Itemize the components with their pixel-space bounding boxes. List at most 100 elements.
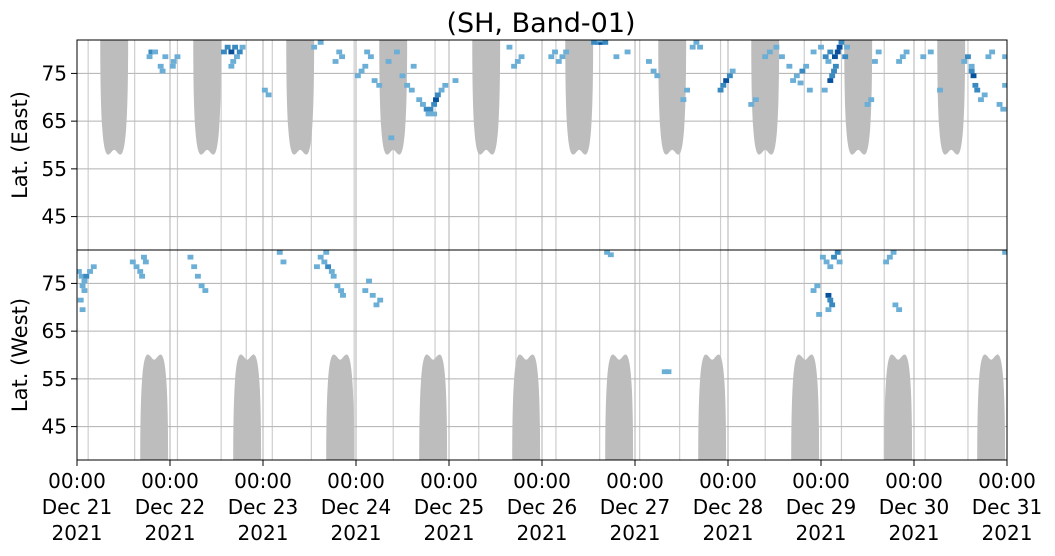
x-tick-label: Dec 31 xyxy=(972,495,1043,519)
no-data-region xyxy=(286,40,315,155)
event-cell xyxy=(868,97,875,103)
event-cell xyxy=(819,254,826,260)
no-data-stripe xyxy=(515,250,517,460)
no-data-region xyxy=(751,40,780,155)
event-cell xyxy=(604,250,611,255)
event-cell xyxy=(232,44,239,50)
x-tick-label: 00:00 xyxy=(48,469,106,493)
event-cell xyxy=(146,54,153,60)
event-cell xyxy=(137,269,144,274)
no-data-region xyxy=(844,40,873,155)
no-data-stripe xyxy=(639,40,641,250)
no-data-stripe xyxy=(639,250,641,460)
no-data-stripe xyxy=(176,250,179,460)
event-cell xyxy=(613,54,620,60)
event-cell xyxy=(827,297,834,303)
event-cell xyxy=(152,49,159,55)
event-cell xyxy=(408,87,415,93)
event-cell xyxy=(822,54,829,60)
event-cell xyxy=(680,97,687,103)
no-data-region xyxy=(658,40,687,155)
event-cell xyxy=(563,49,570,55)
no-data-stripe xyxy=(176,40,179,250)
no-data-stripe xyxy=(353,250,355,460)
event-cell xyxy=(661,369,668,375)
no-data-stripe xyxy=(478,250,480,460)
event-cell xyxy=(806,87,813,93)
event-cell xyxy=(896,307,903,313)
event-cell xyxy=(665,369,672,375)
event-cell xyxy=(236,49,243,55)
event-cell xyxy=(377,297,384,303)
event-cell xyxy=(325,264,332,270)
event-cell xyxy=(970,73,977,79)
event-cell xyxy=(886,254,893,260)
event-cell xyxy=(827,78,834,83)
event-cell xyxy=(829,302,836,308)
event-cell xyxy=(452,78,459,83)
event-cell xyxy=(514,59,521,64)
event-cell xyxy=(261,87,268,93)
no-data-stripe xyxy=(840,40,843,250)
event-cell xyxy=(385,59,392,64)
x-tick-label: 00:00 xyxy=(234,469,292,493)
event-cell xyxy=(311,44,318,50)
no-data-stripe xyxy=(245,250,247,460)
event-cell xyxy=(793,73,800,79)
event-cell xyxy=(139,273,146,279)
event-cell xyxy=(890,250,897,255)
x-tick-label: 00:00 xyxy=(699,469,757,493)
event-cell xyxy=(169,63,176,69)
event-cell xyxy=(425,111,432,117)
x-tick-label: Dec 26 xyxy=(507,495,578,519)
event-cell xyxy=(162,54,169,60)
event-cell xyxy=(810,49,817,55)
event-cell xyxy=(797,80,804,86)
event-cell xyxy=(720,82,727,88)
no-data-stripe xyxy=(353,40,355,250)
event-cell xyxy=(892,302,899,308)
x-tick-label: Dec 22 xyxy=(135,495,206,519)
event-cell xyxy=(896,59,903,64)
no-data-region xyxy=(605,354,634,460)
x-tick-label: 00:00 xyxy=(792,469,850,493)
event-cell xyxy=(834,49,841,55)
event-cell xyxy=(965,54,971,60)
event-cell xyxy=(142,259,149,265)
event-cell xyxy=(129,259,136,265)
x-tick-label: 00:00 xyxy=(420,469,478,493)
event-cell xyxy=(170,59,177,64)
no-data-stripe xyxy=(719,40,722,250)
no-data-stripe xyxy=(555,250,557,460)
event-cell xyxy=(1002,54,1007,60)
no-data-stripe xyxy=(134,250,136,460)
event-cell xyxy=(875,49,882,55)
event-cell xyxy=(431,111,438,117)
event-cell xyxy=(607,252,614,258)
event-cell xyxy=(198,283,205,289)
no-data-stripe xyxy=(599,40,601,250)
x-tick-label: 00:00 xyxy=(141,469,199,493)
no-data-stripe xyxy=(803,250,805,460)
event-cell xyxy=(968,68,975,74)
x-tick-label: Dec 28 xyxy=(693,495,764,519)
event-cell xyxy=(79,307,86,313)
event-cell xyxy=(832,63,839,69)
event-cell xyxy=(280,259,287,265)
event-cell xyxy=(827,49,834,55)
event-cell xyxy=(842,54,849,60)
event-cell xyxy=(79,283,86,289)
no-data-stripe xyxy=(924,40,926,250)
event-cell xyxy=(202,288,209,293)
event-cell xyxy=(555,59,562,64)
event-cell xyxy=(148,49,155,55)
no-data-region xyxy=(419,354,448,460)
no-data-stripe xyxy=(310,250,312,460)
event-cell xyxy=(920,54,927,60)
y-tick-label: 55 xyxy=(42,367,67,391)
event-cell xyxy=(410,63,417,69)
y-axis-label-east: Lat. (East) xyxy=(8,91,32,199)
event-cell xyxy=(77,269,82,274)
no-data-region xyxy=(977,354,1006,460)
no-data-region xyxy=(140,354,169,460)
